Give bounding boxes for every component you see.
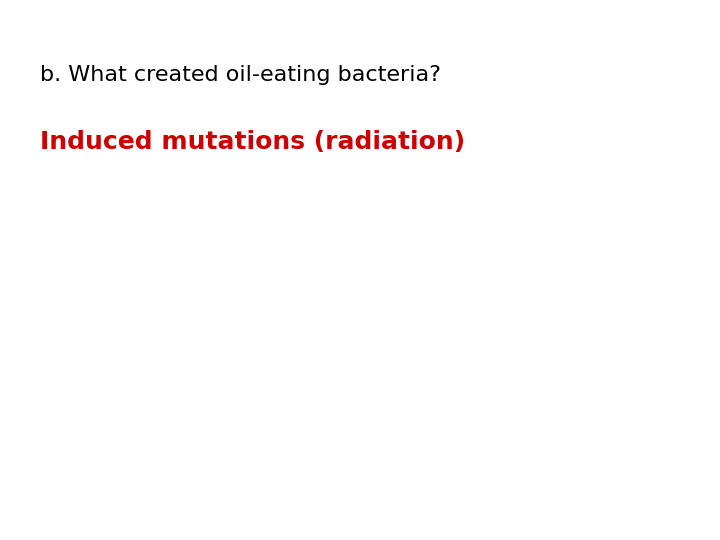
Text: b. What created oil-eating bacteria?: b. What created oil-eating bacteria?: [40, 65, 441, 85]
Text: Induced mutations (radiation): Induced mutations (radiation): [40, 130, 464, 153]
